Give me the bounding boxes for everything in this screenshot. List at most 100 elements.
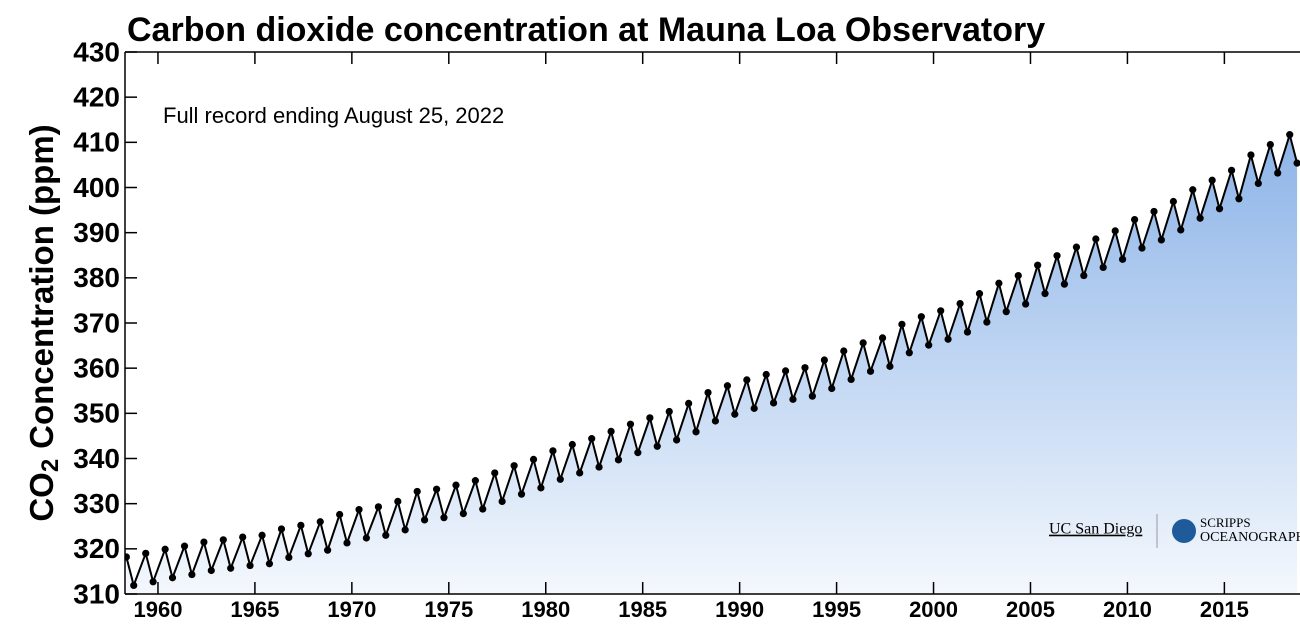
y-tick-label: 430 [73, 36, 120, 67]
y-tick-label: 340 [73, 443, 120, 474]
data-point [471, 477, 479, 485]
data-point [420, 516, 429, 524]
data-point [265, 560, 274, 568]
data-point [1189, 186, 1197, 194]
data-point [394, 497, 402, 506]
scripps-logo-bottom: OCEANOGRAPHY [1200, 530, 1300, 545]
y-tick-label: 400 [73, 172, 120, 203]
data-point [304, 550, 312, 558]
data-point [750, 404, 758, 412]
data-point [316, 518, 324, 526]
data-point [529, 455, 538, 464]
y-label-rest: Concentration (ppm) [23, 124, 60, 448]
data-point [297, 521, 305, 529]
data-point [336, 510, 344, 519]
data-point [432, 485, 441, 493]
data-point [1072, 243, 1081, 251]
data-point [626, 420, 635, 428]
data-point [1131, 215, 1139, 224]
data-point [1274, 169, 1282, 177]
data-point [227, 564, 235, 572]
data-point [917, 313, 925, 321]
data-point [937, 307, 945, 315]
data-point [653, 442, 661, 450]
data-point [180, 542, 189, 550]
area-fill [126, 134, 1298, 594]
y-axis-label: CO2 Concentration (ppm) [23, 124, 65, 521]
data-point [219, 536, 227, 544]
x-tick-label: 1990 [715, 597, 764, 622]
data-point [517, 490, 526, 498]
y-tick-label: 320 [73, 533, 120, 564]
ucsd-logo: UC San Diego [1049, 521, 1142, 538]
data-point [168, 574, 177, 582]
data-point [723, 382, 732, 390]
data-point [692, 428, 700, 436]
data-point [925, 341, 933, 349]
data-point [277, 525, 286, 533]
data-point [588, 435, 596, 443]
data-point [1254, 179, 1262, 188]
y-tick-label: 360 [73, 353, 120, 384]
y-label-main: CO [23, 472, 60, 522]
data-point [1041, 290, 1049, 298]
data-point [1227, 166, 1236, 174]
data-point [1060, 280, 1069, 288]
data-point [1138, 244, 1146, 252]
annotation: Full record ending August 25, 2022 [163, 103, 504, 128]
data-point [995, 279, 1003, 287]
y-tick-label: 370 [73, 307, 120, 338]
data-point [362, 534, 370, 542]
data-point [866, 367, 875, 375]
x-tick-label: 1960 [133, 597, 182, 622]
data-point [646, 414, 654, 422]
data-point [983, 318, 991, 326]
data-point [1118, 255, 1127, 263]
data-point [1002, 308, 1010, 316]
data-point [1080, 271, 1088, 280]
data-point [498, 497, 506, 506]
data-point [1053, 252, 1061, 260]
y-tick-label: 410 [73, 127, 120, 158]
data-point [1022, 300, 1030, 308]
data-point [1196, 214, 1204, 222]
x-tick-label: 2005 [1006, 597, 1055, 622]
data-point [161, 545, 169, 553]
x-tick-label: 1975 [424, 597, 473, 622]
data-point [1215, 205, 1224, 213]
data-point [576, 469, 584, 477]
x-tick-label: 2000 [909, 597, 958, 622]
data-point [246, 561, 254, 570]
data-point [898, 320, 906, 328]
y-tick-label: 350 [73, 398, 120, 429]
data-point [820, 356, 828, 364]
data-point [704, 388, 712, 397]
data-point [956, 299, 964, 308]
data-point [963, 328, 972, 336]
y-axis-label-text: CO2 Concentration (ppm) [23, 124, 65, 521]
data-point [556, 475, 564, 483]
data-point [1092, 235, 1100, 243]
data-point [1099, 263, 1107, 272]
data-point [510, 462, 518, 470]
y-tick-label: 390 [73, 217, 120, 248]
data-point [142, 549, 150, 557]
data-point [859, 339, 867, 347]
data-point [731, 410, 739, 418]
data-point [355, 505, 363, 514]
data-point [1208, 176, 1216, 184]
data-point [343, 539, 351, 547]
data-point [975, 290, 984, 298]
data-point [685, 399, 693, 407]
data-point [789, 395, 797, 403]
data-point [762, 370, 770, 379]
data-point [1177, 226, 1185, 234]
data-point [781, 367, 790, 375]
data-point [324, 546, 332, 554]
data-point [595, 463, 603, 471]
data-point [808, 392, 816, 400]
data-point [207, 566, 215, 575]
data-point [1286, 131, 1294, 139]
